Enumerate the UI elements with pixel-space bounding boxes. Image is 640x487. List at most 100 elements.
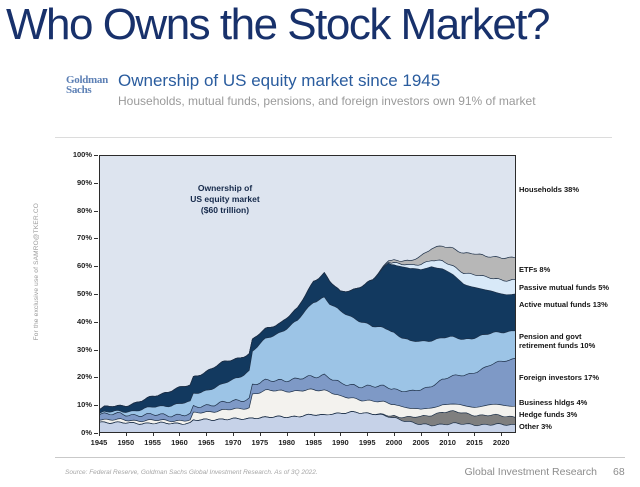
goldman-sachs-logo: Goldman Sachs <box>66 74 108 96</box>
area-other <box>99 411 516 433</box>
series-label-other: Other 3% <box>519 422 639 432</box>
x-axis-tick <box>99 433 100 436</box>
goldman-sachs-logo-line2: Sachs <box>66 84 92 96</box>
y-axis-tick <box>94 321 98 323</box>
boundary-foreign-investors <box>99 357 516 418</box>
x-axis-label: 1980 <box>278 438 296 447</box>
y-axis-label: 10% <box>76 400 92 410</box>
chart-subheading: Households, mutual funds, pensions, and … <box>118 94 536 108</box>
chart-annotation-line2: US equity market <box>190 194 260 204</box>
series-label-line: Pension and govt <box>519 331 582 341</box>
x-axis-label: 2000 <box>385 438 403 447</box>
series-label-line: retirement funds 10% <box>519 341 596 350</box>
area-foreign-investors <box>99 358 516 422</box>
boundary-hedge-funds <box>99 410 516 425</box>
plot-border <box>99 155 516 433</box>
y-axis-label: 50% <box>76 289 92 298</box>
y-axis-tick <box>94 294 98 295</box>
area-active-mutual-funds <box>99 263 516 414</box>
series-label-hedge-funds: Hedge funds 3% <box>519 410 639 420</box>
chart-box-top-border <box>55 137 612 138</box>
area-pension-and-govt-retirement-funds <box>99 296 516 417</box>
page-title: Who Owns the Stock Market? <box>6 0 551 49</box>
y-axis-tick <box>94 155 98 156</box>
chart-annotation: Ownership of US equity market ($60 trill… <box>158 183 292 216</box>
y-axis-tick <box>94 238 98 240</box>
goldman-sachs-logo-line1: Goldman <box>66 74 108 86</box>
x-axis-tick <box>420 433 422 436</box>
y-axis-tick <box>94 405 98 407</box>
x-axis-label: 2020 <box>492 438 510 447</box>
y-axis-label: 90% <box>76 177 92 187</box>
x-axis-tick <box>340 433 342 436</box>
x-axis-label: 1955 <box>144 438 161 447</box>
series-label-line: Passive mutual funds 5% <box>519 283 610 293</box>
x-axis-label: 2015 <box>466 438 483 447</box>
area-business-hldgs <box>99 388 516 425</box>
area-etfs <box>99 246 516 410</box>
x-axis-tick <box>313 433 315 436</box>
y-axis-label: 30% <box>76 344 92 354</box>
series-label-passive-mutual-funds: Passive mutual funds 5% <box>519 283 639 293</box>
y-axis-tick <box>94 349 98 351</box>
boundary-etfs <box>99 245 516 411</box>
chart-annotation-line1: Ownership of <box>197 183 253 193</box>
y-axis-tick <box>94 377 98 379</box>
footer-divider <box>55 457 625 458</box>
y-axis-tick <box>94 266 98 268</box>
series-label-line: Active mutual funds 13% <box>519 300 608 310</box>
x-axis-label: 1945 <box>90 438 108 447</box>
series-label-households: Households 38% <box>519 185 639 195</box>
x-axis-tick <box>393 433 395 436</box>
x-axis-tick <box>367 433 369 436</box>
chart-heading: Ownership of US equity market since 1945 <box>118 71 441 90</box>
series-label-active-mutual-funds: Active mutual funds 13% <box>519 300 639 310</box>
x-axis-label: 1965 <box>197 438 215 447</box>
x-axis-tick <box>501 433 503 436</box>
y-axis-label: 70% <box>76 233 92 243</box>
x-axis-tick <box>152 433 154 436</box>
y-axis-label: 40% <box>76 316 92 326</box>
stacked-area-chart <box>99 155 516 433</box>
x-axis-label: 1970 <box>224 438 242 447</box>
series-label-line: ETFs 8% <box>519 265 551 275</box>
y-axis-label: 0% <box>81 428 92 437</box>
y-axis-label: 20% <box>76 372 92 382</box>
y-axis-label: 100% <box>72 150 92 159</box>
page-number: 68 <box>613 466 625 478</box>
boundary-pension-and-govt-retirement-funds <box>99 296 516 415</box>
series-label-line: Households 38% <box>519 185 580 195</box>
x-axis-tick <box>447 433 449 436</box>
x-axis-label: 1950 <box>117 438 135 447</box>
area-hedge-funds <box>99 410 516 426</box>
x-axis-label: 1995 <box>358 438 376 447</box>
x-axis-tick <box>206 433 208 436</box>
x-axis-label: 1990 <box>332 438 349 447</box>
x-axis-tick <box>233 433 235 436</box>
series-label-line: Foreign investors 17% <box>519 373 600 383</box>
series-label-etfs: ETFs 8% <box>519 265 639 275</box>
x-axis-label: 1960 <box>171 438 188 447</box>
chart-annotation-line3: ($60 trillion) <box>200 205 250 215</box>
x-axis-tick <box>474 433 476 436</box>
series-label-foreign-investors: Foreign investors 17% <box>519 373 639 383</box>
y-axis-tick <box>94 210 98 212</box>
series-label-pension-and-govt-retirement-funds: Pension and govt retirement funds 10% <box>519 332 639 351</box>
source-note: Source: Federal Reserve, Goldman Sachs G… <box>65 469 318 476</box>
watermark-text: For the exclusive use of SAMRO@TKER.CO <box>33 203 40 341</box>
x-axis-tick <box>179 433 181 436</box>
x-axis-label: 1985 <box>305 438 322 447</box>
y-axis-tick <box>94 433 98 434</box>
x-axis-label: 1975 <box>251 438 269 447</box>
x-axis-tick <box>259 433 261 436</box>
series-label-business-hldgs: Business hldgs 4% <box>519 398 639 408</box>
boundary-business-hldgs <box>99 388 516 423</box>
x-axis-label: 2005 <box>412 438 430 447</box>
x-axis-label: 2010 <box>439 438 456 447</box>
x-axis-tick <box>125 433 127 436</box>
y-axis-label: 60% <box>76 261 92 271</box>
series-label-line: Hedge funds 3% <box>519 410 578 420</box>
series-label-line: Other 3% <box>519 422 552 432</box>
series-label-line: Business hldgs 4% <box>519 398 588 408</box>
